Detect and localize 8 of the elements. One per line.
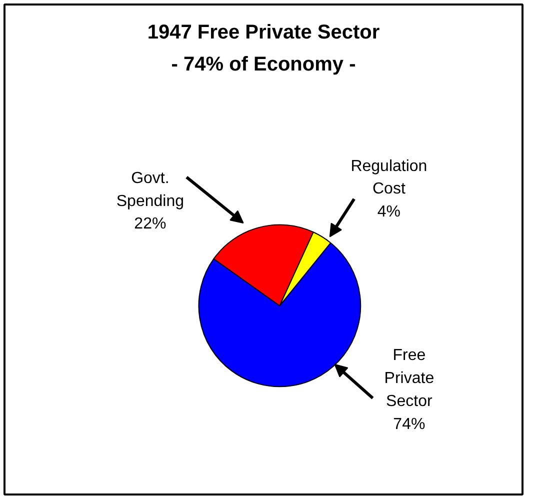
slice-label: Free Private Sector (384, 347, 434, 410)
data-label: 4% (377, 204, 401, 221)
slice-label: Govt. Spending (116, 170, 184, 210)
data-label: 74% (393, 416, 426, 433)
chart-title: 1947 Free Private Sector (147, 22, 380, 44)
chart-subtitle: - 74% of Economy - (171, 54, 356, 76)
slice-label: Regulation Cost (350, 158, 428, 198)
data-label: 22% (134, 216, 166, 233)
